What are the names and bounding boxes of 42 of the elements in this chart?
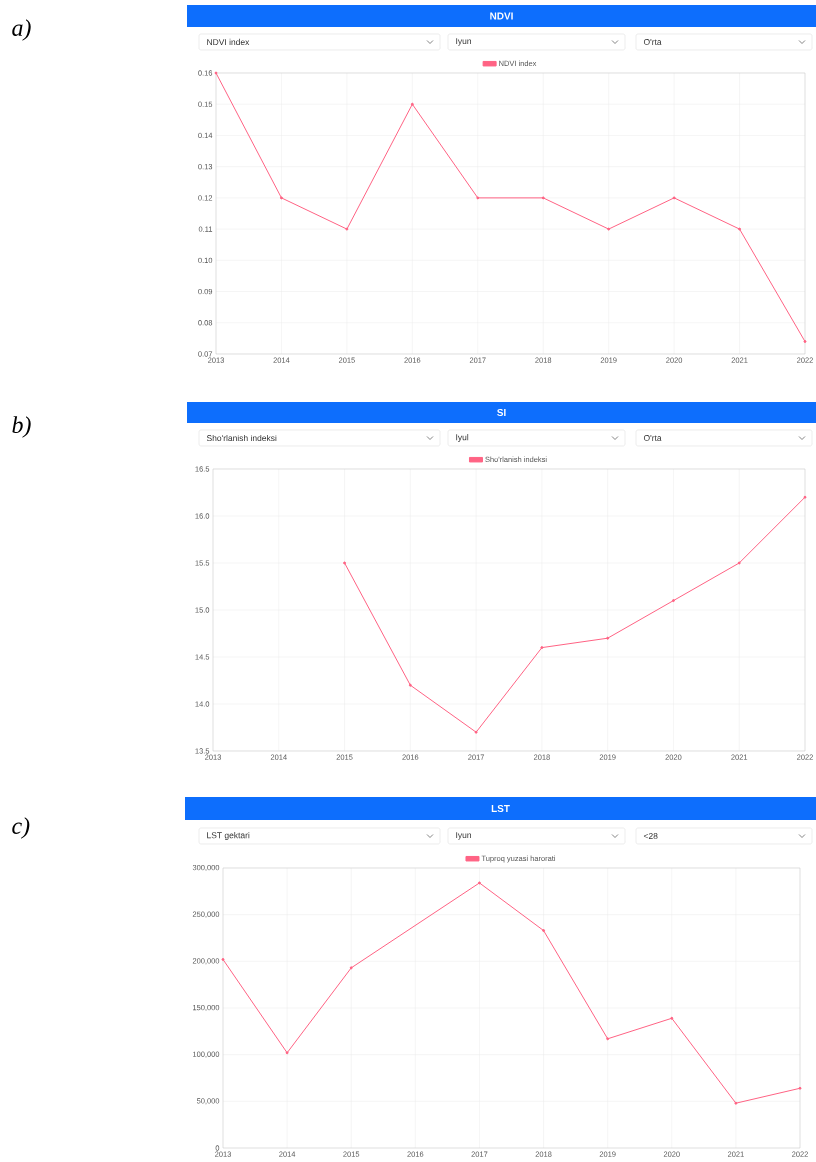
text: O'rta — [643, 435, 662, 441]
point — [343, 561, 347, 565]
text: a) — [12, 19, 31, 41]
point — [734, 1101, 738, 1105]
point — [542, 929, 546, 933]
point — [803, 495, 807, 499]
point — [476, 196, 480, 200]
point — [607, 227, 611, 231]
point — [410, 102, 414, 106]
point — [672, 196, 676, 200]
text: <28 — [643, 833, 658, 839]
point — [214, 71, 218, 75]
point — [541, 196, 545, 200]
point — [540, 646, 544, 650]
text: c) — [12, 817, 30, 839]
point — [221, 957, 225, 961]
point — [606, 636, 610, 640]
text: Iyun — [456, 832, 471, 840]
text: Sho'rlanish indeksi — [206, 434, 277, 442]
chart-title: LST — [491, 804, 510, 813]
text: NDVI index — [207, 38, 250, 46]
point — [279, 196, 283, 200]
point — [671, 599, 675, 603]
point — [670, 1016, 674, 1020]
point — [606, 1037, 610, 1041]
text: O'rta — [643, 38, 662, 45]
text: Iyun — [456, 38, 471, 46]
text: LST gektari — [207, 832, 250, 840]
point — [349, 966, 353, 970]
point — [474, 730, 478, 734]
point — [477, 881, 481, 885]
chart-title: SI — [497, 408, 506, 417]
point — [737, 561, 741, 565]
chart-title: NDVI — [490, 12, 513, 20]
point — [408, 683, 412, 687]
point — [798, 1086, 802, 1090]
point — [738, 227, 742, 231]
point — [285, 1051, 289, 1055]
text: b) — [12, 416, 31, 438]
point — [803, 340, 807, 343]
point — [345, 227, 349, 231]
text: Iyul — [456, 434, 469, 442]
